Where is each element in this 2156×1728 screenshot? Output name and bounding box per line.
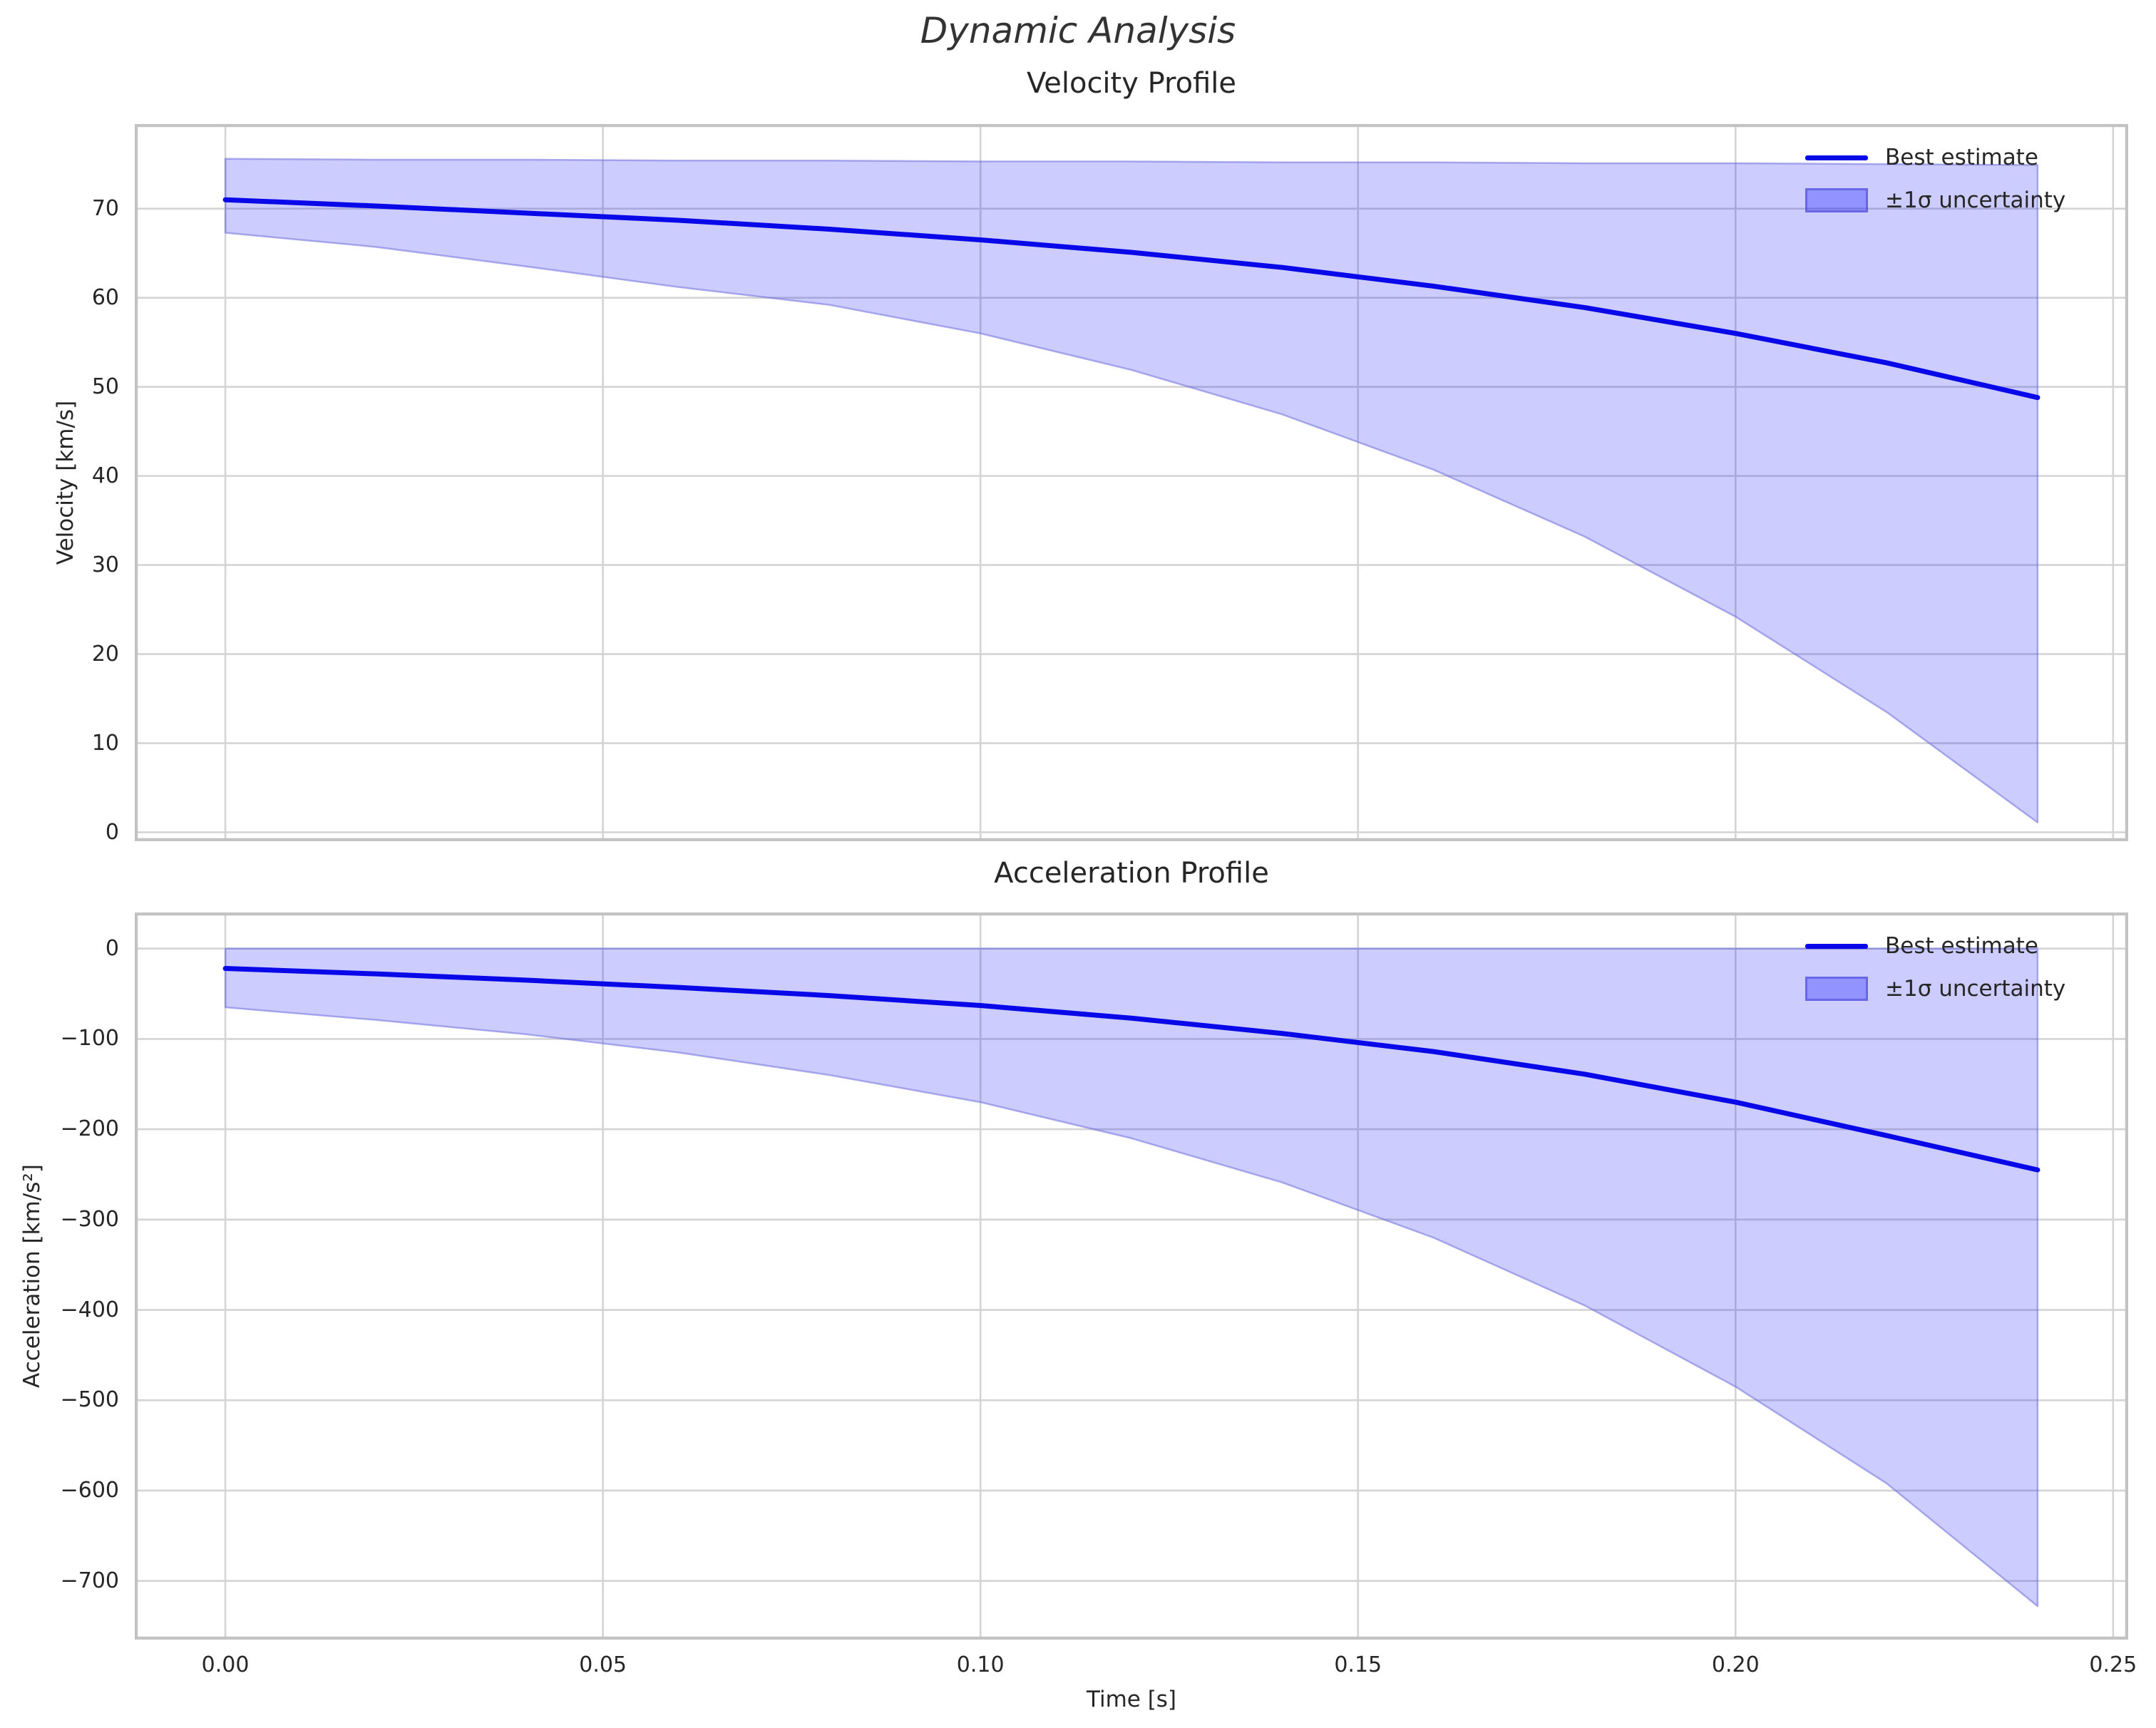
y-tick-label: 70	[91, 195, 119, 221]
uncertainty-band	[224, 158, 2039, 824]
axes-frame	[135, 124, 2128, 841]
legend-item-best-estimate: Best estimate	[1805, 141, 2065, 174]
uncertainty-band-swatch	[1805, 977, 1868, 1001]
x-tick-label: 0.00	[201, 1652, 250, 1677]
figure-title: Dynamic Analysis	[920, 10, 1236, 51]
legend-label: ±1σ uncertainty	[1885, 976, 2066, 1002]
y-tick-label: 0	[105, 935, 119, 961]
y-tick-label: 50	[91, 374, 119, 399]
y-tick-label: −500	[60, 1387, 119, 1413]
y-tick-label: −600	[60, 1477, 119, 1503]
best-estimate-line-swatch	[1805, 155, 1868, 160]
legend-label: Best estimate	[1885, 933, 2038, 959]
best-estimate-line	[222, 966, 2040, 1173]
best-estimate-line-swatch	[1805, 943, 1868, 949]
acceleration-legend: Best estimate ±1σ uncertainty	[1805, 930, 2065, 1005]
best-estimate-line	[222, 197, 2040, 401]
x-tick-label: 0.25	[2089, 1652, 2137, 1677]
uncertainty-band-swatch	[1805, 188, 1868, 212]
y-tick-label: 10	[91, 730, 119, 756]
y-tick-label: 40	[91, 463, 119, 488]
velocity-plot	[135, 124, 2128, 841]
legend-item-uncertainty: ±1σ uncertainty	[1805, 184, 2065, 217]
y-tick-label: −100	[60, 1026, 119, 1051]
x-tick-label: 0.15	[1334, 1652, 1382, 1677]
y-tick-label: 20	[91, 641, 119, 667]
legend-item-uncertainty: ±1σ uncertainty	[1805, 972, 2065, 1005]
x-axis-label: Time [s]	[1086, 1687, 1177, 1712]
x-tick-label: 0.20	[1711, 1652, 1760, 1677]
y-tick-label: 0	[105, 819, 119, 845]
legend-label: Best estimate	[1885, 145, 2038, 170]
y-tick-label: −200	[60, 1116, 119, 1142]
x-tick-label: 0.05	[579, 1652, 627, 1677]
y-tick-label: −700	[60, 1568, 119, 1593]
velocity-plot-title: Velocity Profile	[1026, 67, 1236, 100]
velocity-legend: Best estimate ±1σ uncertainty	[1805, 141, 2065, 217]
x-tick-label: 0.10	[956, 1652, 1005, 1677]
legend-item-best-estimate: Best estimate	[1805, 930, 2065, 962]
y-tick-label: 30	[91, 552, 119, 577]
acceleration-plot	[135, 912, 2128, 1640]
uncertainty-band	[224, 947, 2039, 1608]
acceleration-plot-title: Acceleration Profile	[994, 857, 1269, 890]
legend-label: ±1σ uncertainty	[1885, 187, 2066, 213]
y-tick-label: −400	[60, 1297, 119, 1322]
axes-frame	[135, 912, 2128, 1640]
y-tick-label: −300	[60, 1206, 119, 1232]
y-tick-label: 60	[91, 284, 119, 310]
